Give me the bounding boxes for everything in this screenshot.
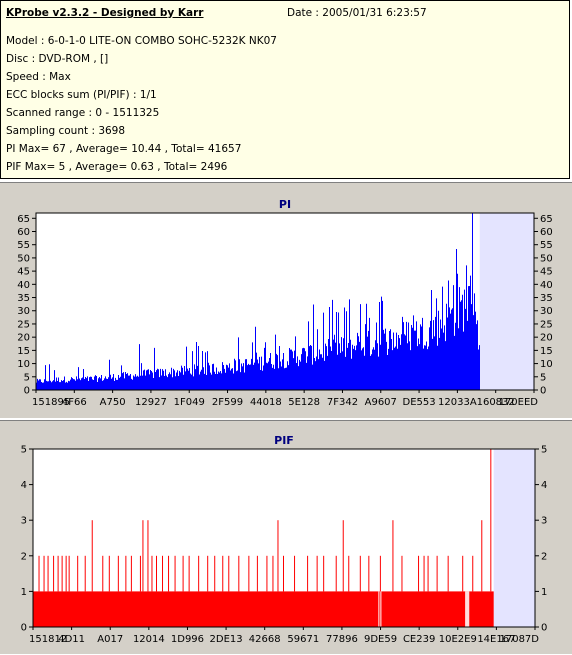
x-tick-label: 170EED <box>499 397 539 408</box>
pi-statistics: PI Max= 67 , Average= 10.44 , Total= 416… <box>6 143 242 155</box>
y-tick-label-right: 2 <box>541 551 547 562</box>
x-tick-label: 1D996 <box>171 634 204 645</box>
y-tick-label-right: 1 <box>541 587 547 598</box>
y-tick-label-right: 15 <box>540 346 553 357</box>
y-tick-label: 2 <box>21 551 27 562</box>
y-tick-label-right: 30 <box>540 306 553 317</box>
y-tick-label: 4 <box>21 480 27 491</box>
pif-chart-panel: PIF 0 0 1 1 2 2 3 3 4 4 5 5 151812 4D11 A017 12014 1D996 2… <box>0 420 572 654</box>
pif-baseline-band <box>33 591 494 627</box>
y-tick-label: 15 <box>17 346 30 357</box>
y-tick-label-right: 20 <box>540 333 553 344</box>
ecc-blocks-sum: ECC blocks sum (PI/PIF) : 1/1 <box>6 89 157 101</box>
x-tick-label: 42668 <box>249 634 281 645</box>
y-tick-label: 0 <box>21 623 27 634</box>
x-tick-label: 4F66 <box>62 397 87 408</box>
x-tick-label: DE553 <box>403 397 436 408</box>
y-tick-label-right: 4 <box>541 480 547 491</box>
y-tick-label: 20 <box>17 333 30 344</box>
x-tick-label: 160832 <box>477 397 515 408</box>
chart-title: PIF <box>274 434 294 447</box>
y-tick-label: 3 <box>21 516 27 527</box>
y-tick-label: 5 <box>21 445 27 456</box>
x-tick-label: 5E128 <box>288 397 320 408</box>
y-tick-label: 1 <box>21 587 27 598</box>
scanned-range: Scanned range : 0 - 1511325 <box>6 107 160 119</box>
x-tick-label: 1F049 <box>174 397 205 408</box>
sampling-count: Sampling count : 3698 <box>6 125 126 137</box>
x-tick-label: 14E167 <box>477 634 515 645</box>
read-speed: Speed : Max <box>6 71 71 83</box>
x-tick-label: 77896 <box>326 634 358 645</box>
y-tick-label-right: 45 <box>540 267 553 278</box>
y-tick-label-right: 3 <box>541 516 547 527</box>
app-title: KProbe v2.3.2 - Designed by Karr <box>6 7 204 19</box>
pif-statistics: PIF Max= 5 , Average= 0.63 , Total= 2496 <box>6 161 228 173</box>
plot-border <box>35 212 535 391</box>
y-tick-label-right: 0 <box>540 386 546 397</box>
plot-border <box>32 448 536 628</box>
y-tick-label: 25 <box>17 319 30 330</box>
x-tick-label: 44018 <box>250 397 282 408</box>
x-tick-label: 17087D <box>499 634 539 645</box>
y-tick-label: 65 <box>17 214 30 225</box>
info-panel: KProbe v2.3.2 - Designed by Karr Date : … <box>0 0 570 179</box>
x-tick-label: A9607 <box>365 397 397 408</box>
x-tick-label: CE239 <box>403 634 435 645</box>
x-tick-label: 59671 <box>287 634 319 645</box>
disc-type: Disc : DVD-ROM , [] <box>6 53 109 65</box>
x-tick-label: 2DE13 <box>210 634 243 645</box>
y-tick-label: 0 <box>24 386 30 397</box>
y-tick-label-right: 5 <box>541 445 547 456</box>
y-tick-label-right: 25 <box>540 319 553 330</box>
y-tick-label-right: 60 <box>540 227 553 238</box>
x-tick-label: 12927 <box>135 397 167 408</box>
y-tick-label: 35 <box>17 293 30 304</box>
scan-date: Date : 2005/01/31 6:23:57 <box>287 7 427 19</box>
y-tick-label-right: 35 <box>540 293 553 304</box>
x-tick-label: 2F599 <box>212 397 243 408</box>
y-tick-label: 45 <box>17 267 30 278</box>
y-tick-label: 30 <box>17 306 30 317</box>
x-tick-label: 151895 <box>32 397 70 408</box>
y-tick-label: 50 <box>17 253 30 264</box>
y-tick-label-right: 0 <box>541 623 547 634</box>
pif-bars <box>33 449 494 627</box>
y-tick-label-right: 55 <box>540 240 553 251</box>
x-tick-label: 7F342 <box>327 397 358 408</box>
y-tick-label-right: 40 <box>540 280 553 291</box>
x-tick-label: 10E2E9 <box>439 634 477 645</box>
y-tick-label: 40 <box>17 280 30 291</box>
chart-title: PI <box>279 198 291 211</box>
y-tick-label-right: 65 <box>540 214 553 225</box>
pi-chart-panel: PI 0 0 5 5 10 10 15 15 20 20 25 25 30 30 35 35 40 40 45 45 50… <box>0 182 572 418</box>
x-tick-label: 12014 <box>133 634 165 645</box>
x-tick-label: A017 <box>97 634 123 645</box>
y-tick-label-right: 50 <box>540 253 553 264</box>
y-tick-label: 55 <box>17 240 30 251</box>
x-tick-label: 151812 <box>29 634 67 645</box>
x-tick-label: 12033A <box>438 397 477 408</box>
y-tick-label: 5 <box>24 372 30 383</box>
y-tick-label-right: 5 <box>540 372 546 383</box>
drive-model: Model : 6-0-1-0 LITE-ON COMBO SOHC-5232K… <box>6 35 277 47</box>
x-tick-label: 9DE59 <box>364 634 397 645</box>
x-tick-label: A750 <box>100 397 126 408</box>
x-tick-label: 4D11 <box>58 634 85 645</box>
y-tick-label-right: 10 <box>540 359 553 370</box>
y-tick-label: 10 <box>17 359 30 370</box>
pi-bars <box>36 213 480 390</box>
y-tick-label: 60 <box>17 227 30 238</box>
